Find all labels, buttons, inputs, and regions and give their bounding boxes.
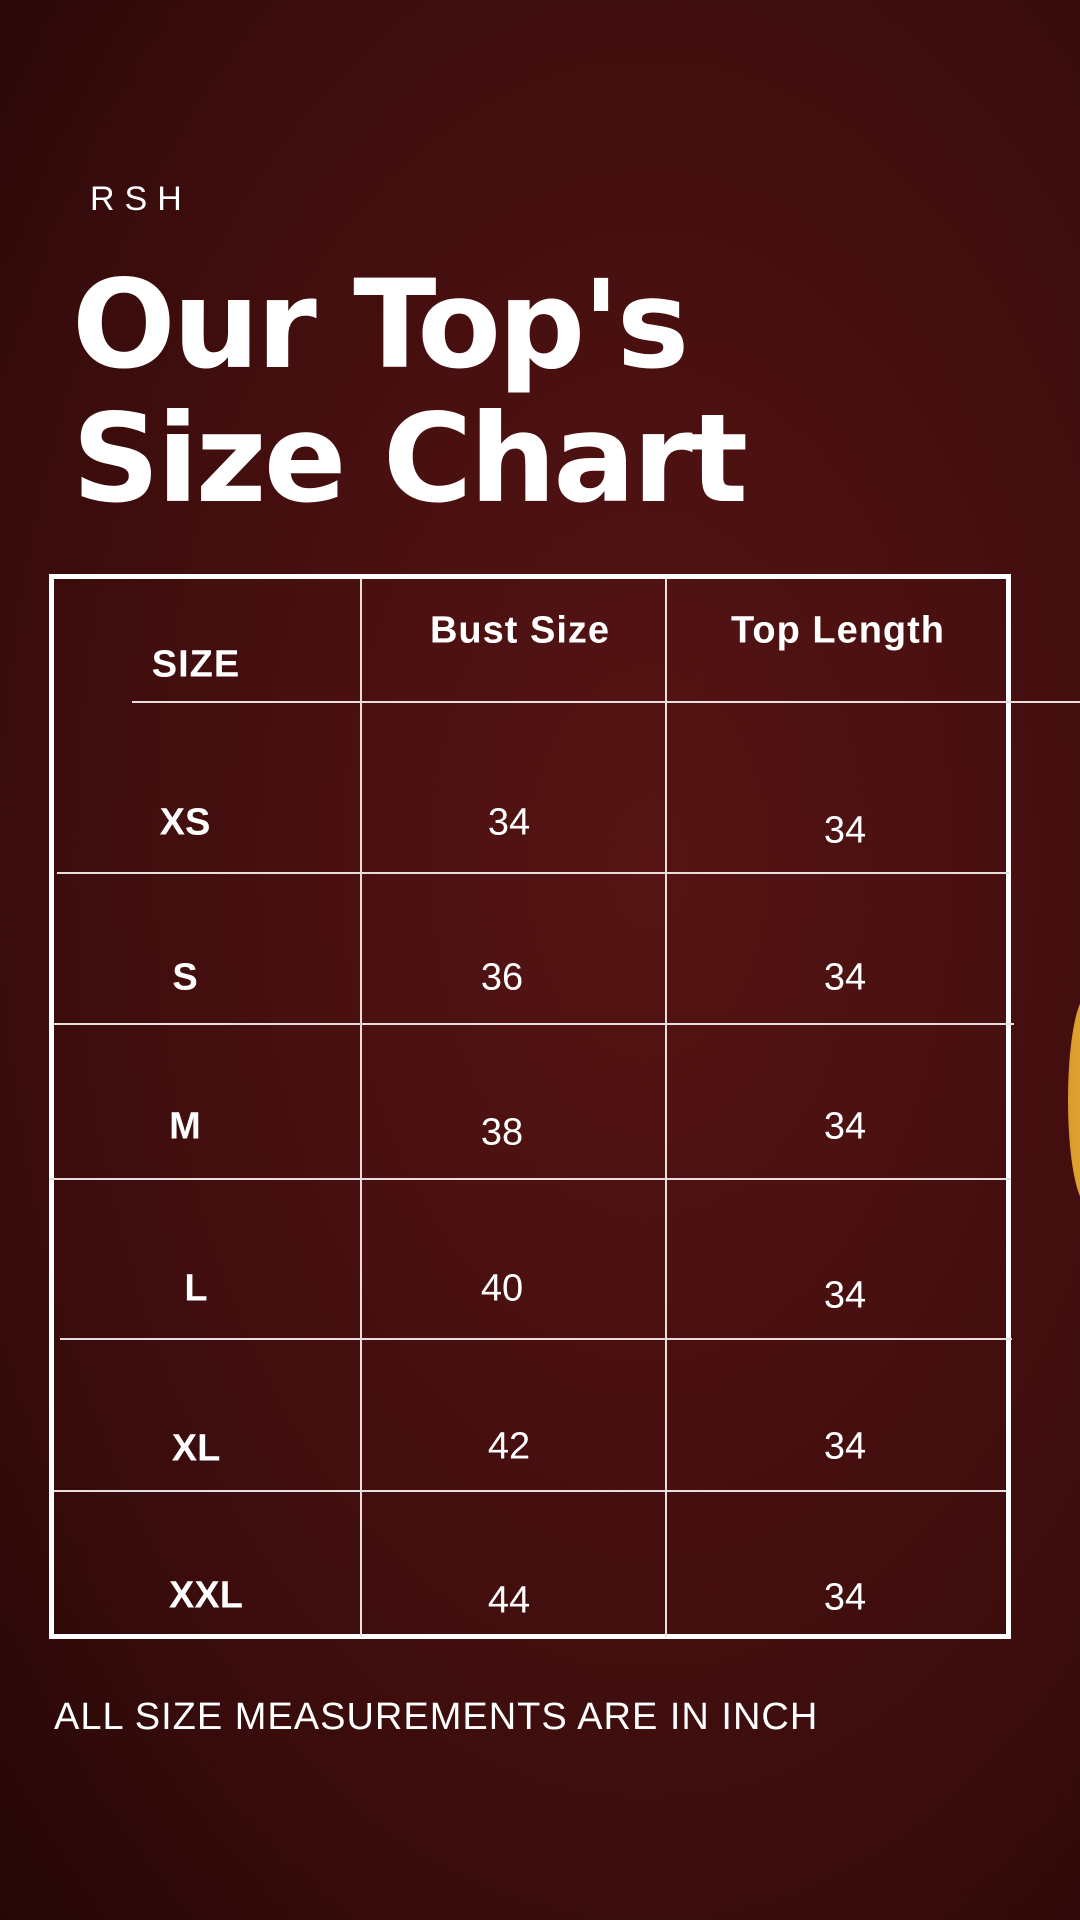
size-label: XS — [159, 801, 211, 844]
page-title: Our Top's Size Chart — [72, 254, 748, 530]
row-divider — [54, 1490, 1006, 1492]
bust-size-value: 40 — [480, 1267, 524, 1310]
title-line-2: Size Chart — [72, 388, 748, 530]
size-label: S — [172, 956, 198, 999]
bust-size-value: 42 — [487, 1425, 531, 1468]
column-header: Bust Size — [429, 609, 611, 652]
top-length-value: 34 — [823, 956, 867, 999]
column-header: SIZE — [151, 643, 241, 686]
column-divider — [360, 579, 362, 1637]
bust-size-value: 38 — [480, 1111, 524, 1154]
decorative-gold-shape — [1068, 995, 1080, 1205]
row-divider — [60, 1338, 1012, 1340]
size-label: L — [184, 1267, 208, 1310]
bust-size-value: 44 — [487, 1579, 531, 1622]
size-label: XL — [171, 1427, 221, 1470]
row-divider — [54, 1023, 1014, 1025]
column-divider — [665, 579, 667, 1637]
row-divider — [132, 701, 1080, 703]
row-divider — [49, 1178, 1011, 1180]
top-length-value: 34 — [823, 809, 867, 852]
bust-size-value: 36 — [480, 956, 524, 999]
brand-name: RSH — [90, 180, 192, 218]
top-length-value: 34 — [823, 1576, 867, 1619]
bust-size-value: 34 — [487, 801, 531, 844]
size-chart-table — [49, 574, 1011, 1639]
title-line-1: Our Top's — [72, 254, 689, 396]
top-length-value: 34 — [823, 1274, 867, 1317]
size-label: XXL — [169, 1574, 243, 1617]
size-label: M — [169, 1105, 201, 1148]
column-header: Top Length — [730, 609, 946, 652]
top-length-value: 34 — [823, 1425, 867, 1468]
row-divider — [57, 872, 1009, 874]
measurement-note: ALL SIZE MEASUREMENTS ARE IN INCH — [54, 1696, 819, 1738]
top-length-value: 34 — [823, 1105, 867, 1148]
